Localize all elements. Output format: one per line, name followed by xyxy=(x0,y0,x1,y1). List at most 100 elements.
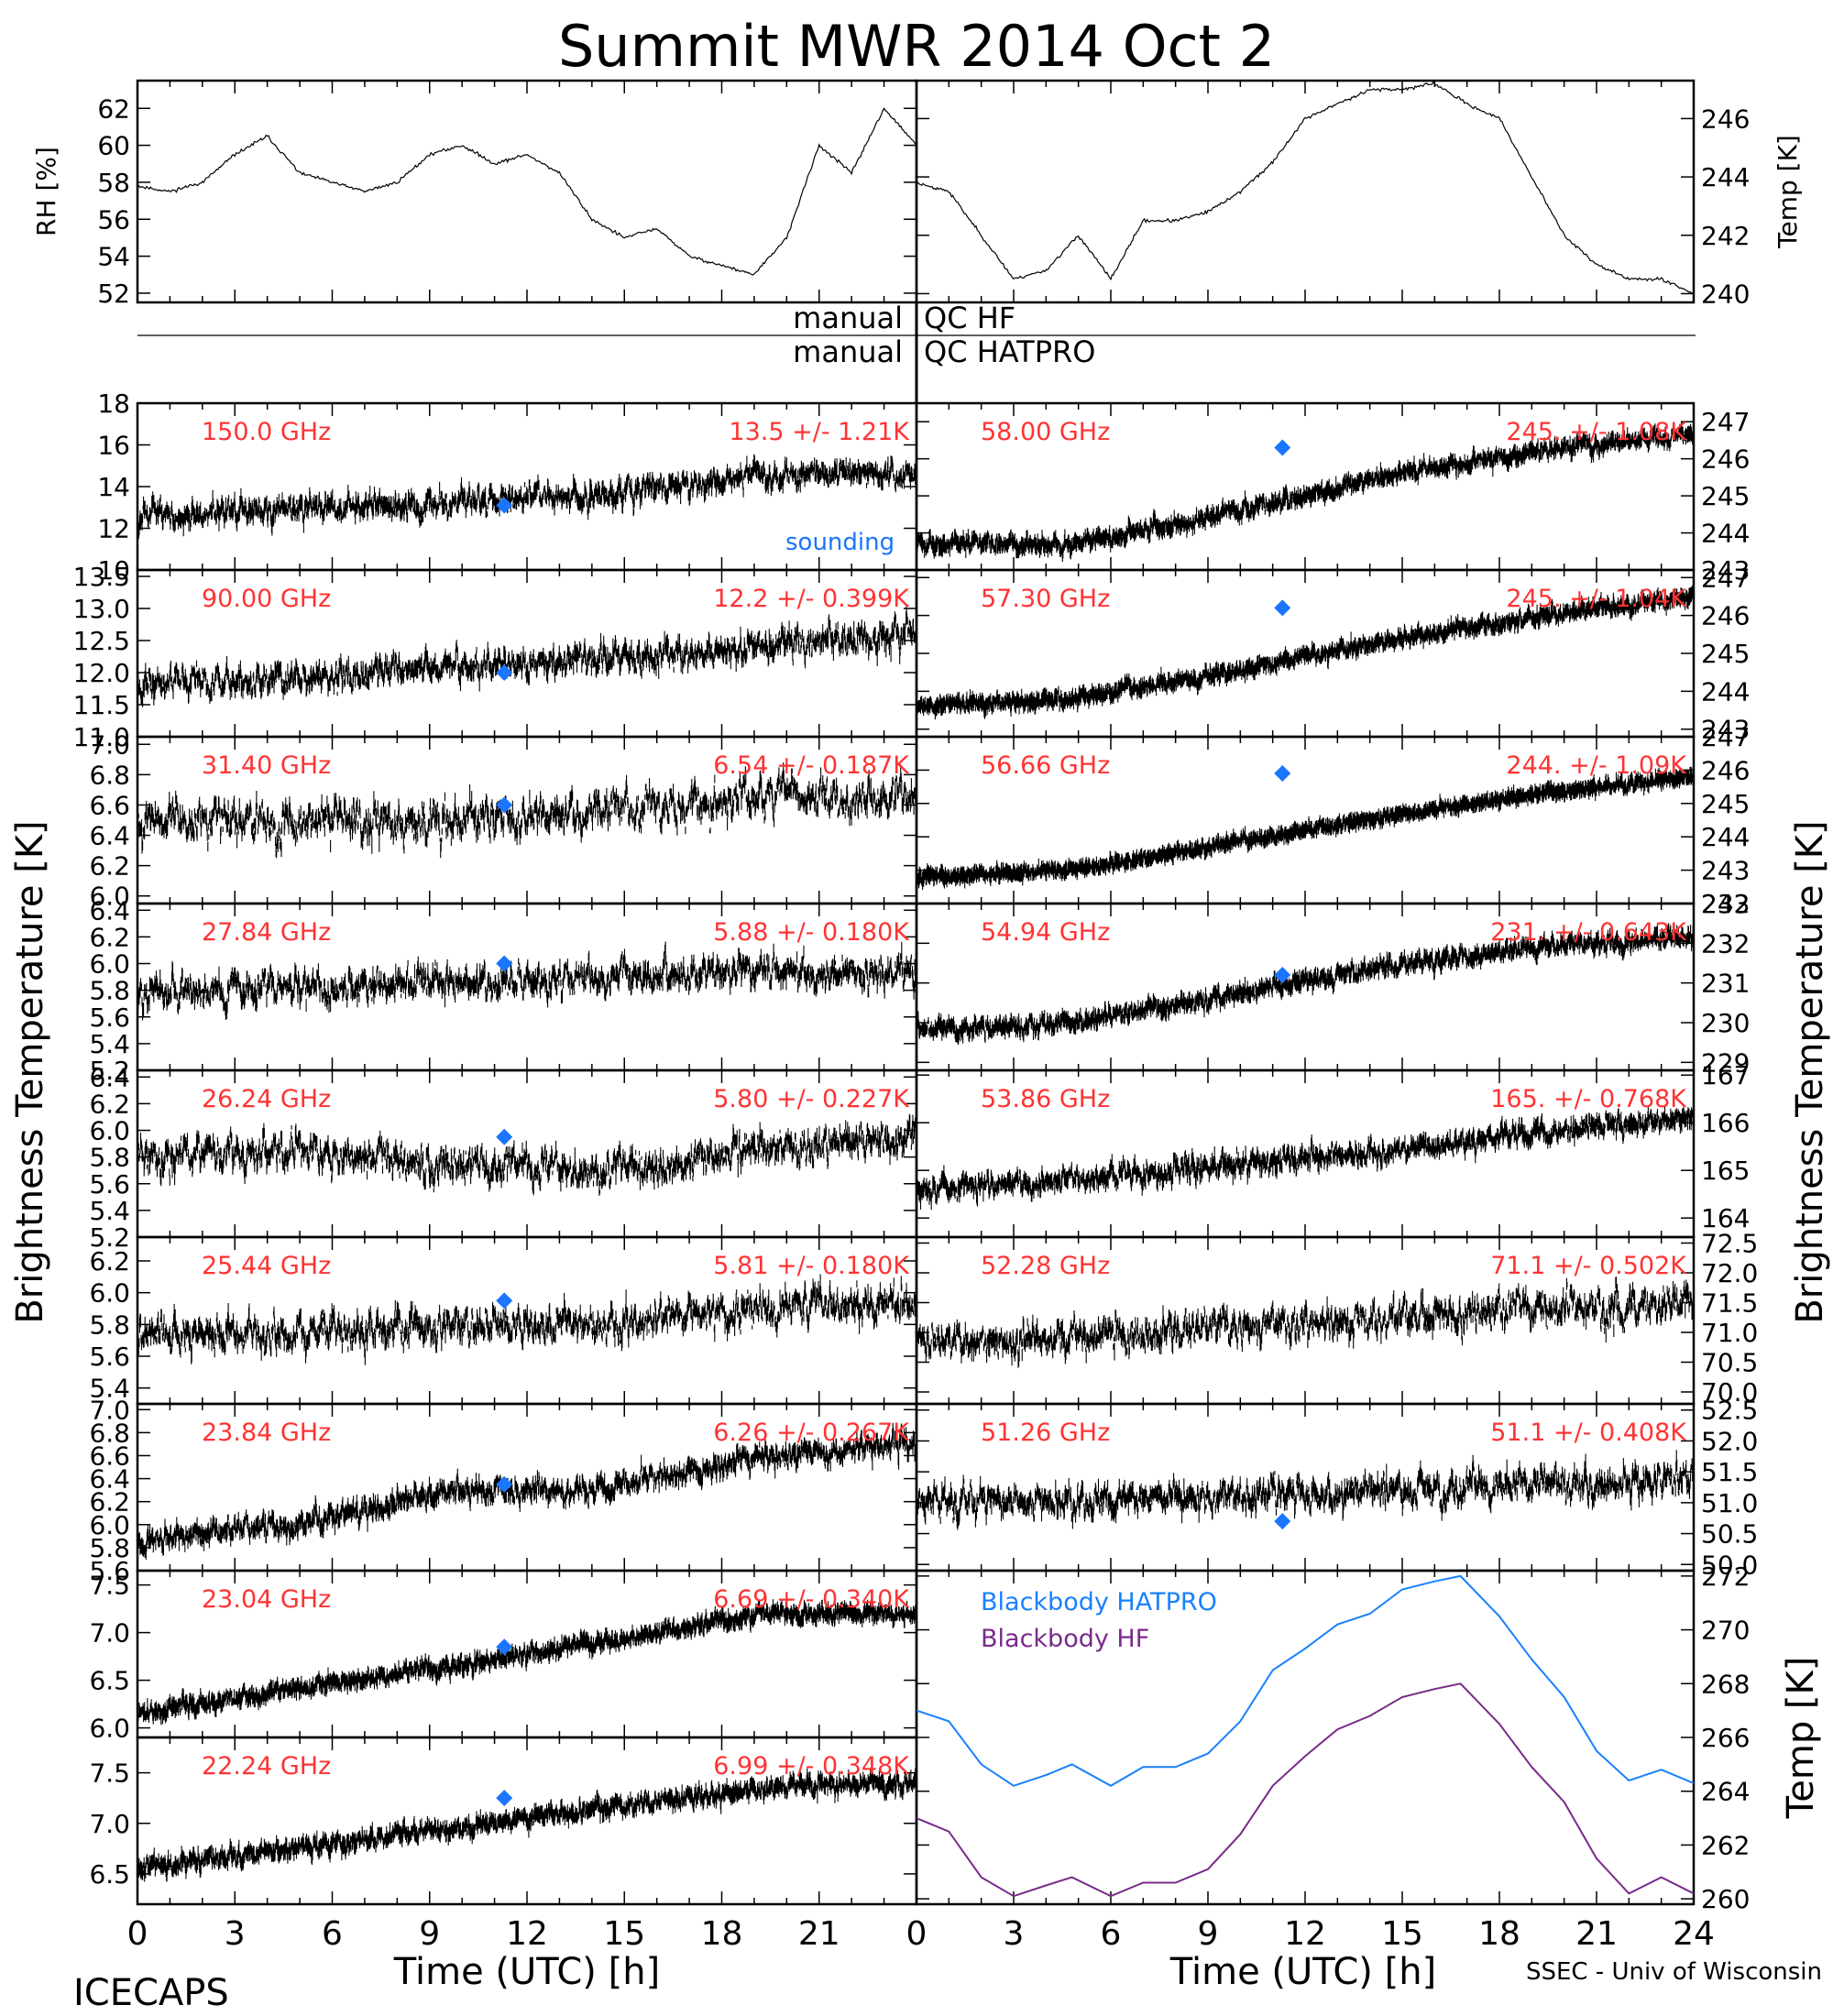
y-axis-label-right: Brightness Temperature [K] xyxy=(1789,820,1831,1323)
blackbody-panel-frame xyxy=(915,1569,1696,1906)
panel-57-30-ghz-sounding-marker xyxy=(1274,599,1291,617)
x-tick-label-right: 12 xyxy=(1284,1915,1326,1953)
panel-57-30-ghz-data-points xyxy=(916,585,1695,720)
panel-58-ghz-stat-label: 245. +/- 1.08K xyxy=(1506,418,1687,446)
panel-23-04-ghz-y-tick-label: 6.0 xyxy=(89,1714,130,1744)
panel-90-ghz-data-points xyxy=(137,605,917,707)
panel-53-86-ghz-data-points xyxy=(916,1105,1695,1211)
panel-52-28-ghz-y-tick-label: 70.0 xyxy=(1701,1377,1758,1408)
panel-51-26-ghz-y-tick-label: 50.5 xyxy=(1701,1519,1758,1550)
panel-23-84-ghz-y-tick-label: 6.0 xyxy=(89,1510,130,1540)
panel-31-40-ghz-stat-label: 6.54 +/- 0.187K xyxy=(713,751,910,780)
panel-53-86-ghz-y-tick-label: 166 xyxy=(1701,1108,1750,1138)
panel-53-86-ghz-y-tick-label: 167 xyxy=(1701,1060,1750,1090)
panel-51-26-ghz-data-points xyxy=(916,1450,1695,1530)
panel-90-ghz-y-tick-label: 12.5 xyxy=(73,626,130,656)
panel-90-ghz-y-tick-label: 13.5 xyxy=(73,562,130,592)
footer-icecaps: ICECAPS xyxy=(73,1972,229,2014)
panel-26-24-ghz-y-tick-label: 6.2 xyxy=(89,1089,130,1119)
panel-90-ghz-sounding-marker xyxy=(496,664,513,681)
panel-23-04-ghz-sounding-marker xyxy=(496,1638,513,1656)
panel-31-40-ghz-y-tick-label: 7.0 xyxy=(89,729,130,760)
x-tick-label-right: 24 xyxy=(1673,1915,1715,1953)
x-tick-label-right: 21 xyxy=(1575,1915,1618,1953)
panel-31-40-ghz-y-tick-label: 6.6 xyxy=(89,790,130,820)
panel-150-ghz-y-tick-label: 14 xyxy=(97,472,130,502)
panel-52-28-ghz-y-tick-label: 71.5 xyxy=(1701,1288,1758,1319)
blackbody-panel-y-tick-label: 268 xyxy=(1701,1669,1750,1699)
panel-22-24-ghz-y-tick-label: 6.5 xyxy=(89,1859,130,1890)
rh-panel-y-tick-label: 56 xyxy=(97,204,130,235)
panel-26-24-ghz-data-points xyxy=(137,1113,917,1196)
panel-150-ghz-sounding-marker xyxy=(496,497,513,514)
panel-56-66-ghz-data-points xyxy=(916,766,1695,891)
panel-23-04-ghz-frequency-label: 23.04 GHz xyxy=(202,1585,331,1614)
panel-56-66-ghz-y-tick-label: 247 xyxy=(1701,722,1750,752)
legend-blackbody-hf: Blackbody HF xyxy=(981,1625,1149,1653)
panel-54-94-ghz-frequency-label: 54.94 GHz xyxy=(981,918,1110,947)
panel-27-84-ghz-data-points xyxy=(137,941,917,1021)
footer-ssec: SSEC - Univ of Wisconsin xyxy=(1526,1958,1822,1986)
temp-axis-label: Temp [K] xyxy=(1773,135,1803,249)
blackbody-axis-label: Temp [K] xyxy=(1780,1657,1822,1820)
panel-90-ghz-y-tick-label: 12.0 xyxy=(73,658,130,688)
panel-56-66-ghz-y-tick-label: 244 xyxy=(1701,822,1750,852)
panel-54-94-ghz-y-tick-label: 233 xyxy=(1701,889,1750,919)
rh-panel-y-tick-label: 52 xyxy=(97,279,130,309)
panel-150-ghz-y-tick-label: 10 xyxy=(97,555,130,586)
panel-22-24-ghz-stat-label: 6.99 +/- 0.348K xyxy=(713,1752,910,1780)
panel-150-ghz-y-tick-label: 12 xyxy=(97,514,130,544)
temp-panel-series-line xyxy=(916,81,1695,295)
blackbody-panel-y-tick-label: 272 xyxy=(1701,1561,1750,1592)
panel-53-86-ghz-frequency-label: 53.86 GHz xyxy=(981,1085,1110,1113)
panel-56-66-ghz-y-tick-label: 243 xyxy=(1701,856,1750,886)
panel-22-24-ghz-sounding-marker xyxy=(496,1790,513,1807)
panel-26-24-ghz-sounding-marker xyxy=(496,1128,513,1145)
x-tick-label-right: 0 xyxy=(906,1915,927,1953)
panel-57-30-ghz-stat-label: 245. +/- 1.04K xyxy=(1506,585,1687,613)
temp-panel-y-tick-label: 244 xyxy=(1701,162,1750,192)
panel-31-40-ghz-y-tick-label: 6.2 xyxy=(89,851,130,882)
blackbody-panel-y-tick-label: 270 xyxy=(1701,1616,1750,1646)
panel-58-ghz-y-tick-label: 247 xyxy=(1701,407,1750,437)
panel-26-24-ghz-frequency-label: 26.24 GHz xyxy=(202,1085,331,1113)
panel-56-66-ghz-frequency-label: 56.66 GHz xyxy=(981,751,1110,780)
panel-51-26-ghz-y-tick-label: 51.0 xyxy=(1701,1488,1758,1518)
x-tick-label-right: 9 xyxy=(1198,1915,1219,1953)
panel-57-30-ghz-y-tick-label: 245 xyxy=(1701,639,1750,669)
panel-51-26-ghz-y-tick-label: 52.0 xyxy=(1701,1426,1758,1456)
panel-54-94-ghz-y-tick-label: 230 xyxy=(1701,1008,1750,1038)
panel-54-94-ghz-y-tick-label: 231 xyxy=(1701,969,1750,999)
panel-90-ghz-y-tick-label: 11.5 xyxy=(73,690,130,720)
panel-52-28-ghz-y-tick-label: 70.5 xyxy=(1701,1348,1758,1378)
panel-56-66-ghz-stat-label: 244. +/- 1.09K xyxy=(1506,751,1687,780)
qc-hf-right: QC HF xyxy=(924,301,1015,335)
panel-58-ghz-data-points xyxy=(916,422,1695,563)
panel-56-66-ghz-y-tick-label: 245 xyxy=(1701,789,1750,819)
panel-22-24-ghz-y-tick-label: 7.5 xyxy=(89,1759,130,1789)
panel-52-28-ghz-data-points xyxy=(916,1276,1695,1368)
panel-26-24-ghz-stat-label: 5.80 +/- 0.227K xyxy=(713,1085,910,1113)
panel-31-40-ghz-y-tick-label: 6.4 xyxy=(89,821,130,851)
panel-23-84-ghz-y-tick-label: 6.2 xyxy=(89,1487,130,1517)
panel-25-44-ghz-y-tick-label: 6.2 xyxy=(89,1246,130,1276)
panel-22-24-ghz-frequency-label: 22.24 GHz xyxy=(202,1752,331,1780)
panel-26-24-ghz-y-tick-label: 6.0 xyxy=(89,1116,130,1146)
panel-51-26-ghz-sounding-marker xyxy=(1274,1513,1291,1530)
y-axis-label-left: Brightness Temperature [K] xyxy=(9,820,51,1323)
x-tick-label-left: 18 xyxy=(701,1915,743,1953)
panel-25-44-ghz-y-tick-label: 5.4 xyxy=(89,1374,130,1404)
x-tick-label-left: 15 xyxy=(603,1915,645,1953)
temp-panel-y-tick-label: 246 xyxy=(1701,104,1750,134)
panel-27-84-ghz-y-tick-label: 5.6 xyxy=(89,1003,130,1033)
panel-58-ghz-y-tick-label: 245 xyxy=(1701,481,1750,511)
qc-hatpro-right: QC HATPRO xyxy=(924,334,1095,369)
panel-27-84-ghz-y-tick-label: 6.2 xyxy=(89,922,130,952)
x-tick-label-left: 3 xyxy=(225,1915,246,1953)
blackbody-panel-y-tick-label: 264 xyxy=(1701,1777,1750,1807)
panel-57-30-ghz-y-tick-label: 246 xyxy=(1701,601,1750,631)
panel-54-94-ghz-sounding-marker xyxy=(1274,967,1291,983)
panel-51-26-ghz-y-tick-label: 50.0 xyxy=(1701,1550,1758,1580)
blackbody-hatpro-line xyxy=(916,1574,1695,1787)
